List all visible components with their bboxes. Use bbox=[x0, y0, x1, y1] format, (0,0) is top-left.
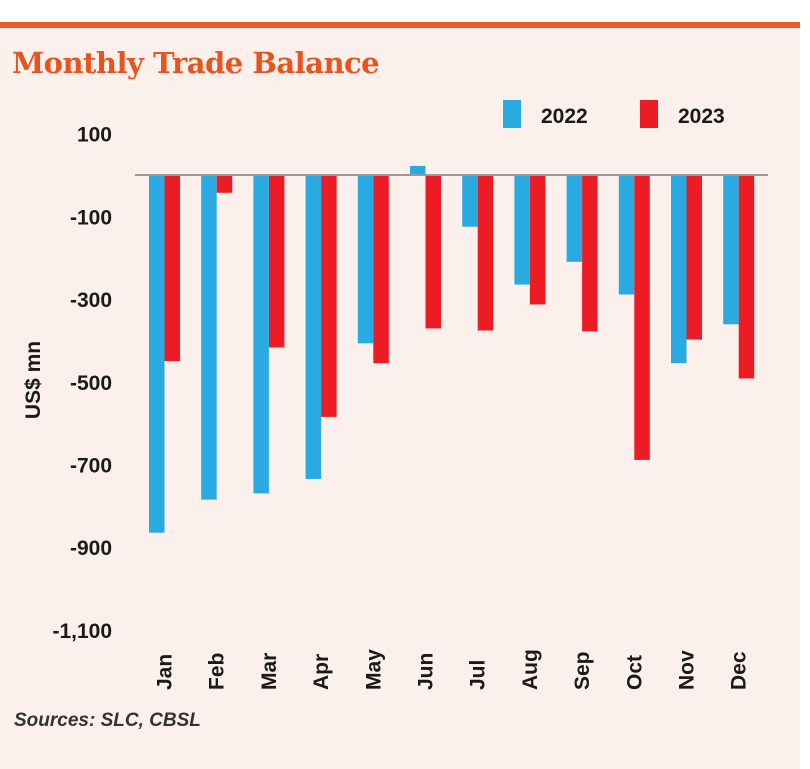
y-tick-label: -500 bbox=[70, 372, 112, 395]
bar-2022-Apr bbox=[305, 175, 322, 479]
y-tick-label: -900 bbox=[70, 537, 112, 560]
bar-2023-Aug bbox=[529, 175, 546, 305]
bar-2023-Mar bbox=[268, 175, 285, 348]
x-tick-label: Dec bbox=[728, 651, 751, 690]
bar-2022-Nov bbox=[671, 175, 687, 364]
bar-2023-Sep bbox=[582, 175, 598, 332]
y-axis-label: US$ mn bbox=[22, 341, 45, 419]
x-tick-label: Jun bbox=[415, 653, 438, 690]
chart-panel bbox=[0, 22, 800, 769]
x-tick-label: Mar bbox=[258, 653, 281, 690]
x-tick-label: Feb bbox=[206, 653, 229, 690]
x-tick-label: Jan bbox=[154, 654, 177, 690]
chart-title: Monthly Trade Balance bbox=[12, 46, 380, 80]
y-tick-label: -700 bbox=[70, 454, 112, 477]
bar-2022-May bbox=[357, 175, 374, 344]
bar-2023-Jul bbox=[477, 175, 494, 331]
bar-2023-Apr bbox=[321, 175, 337, 417]
legend-swatch-2022 bbox=[503, 100, 521, 128]
bar-2022-Oct bbox=[618, 175, 635, 295]
source-note: Sources: SLC, CBSL bbox=[14, 710, 201, 731]
x-tick-label: Nov bbox=[676, 650, 699, 690]
bar-2023-May bbox=[373, 175, 389, 364]
x-tick-label: May bbox=[362, 649, 385, 690]
y-tick-label: 100 bbox=[77, 124, 112, 147]
bar-2023-Feb bbox=[216, 175, 233, 193]
y-tick-label: -300 bbox=[70, 289, 112, 312]
bar-2022-Jul bbox=[462, 175, 478, 227]
bar-2023-Dec bbox=[738, 175, 755, 379]
y-tick-label: -1,100 bbox=[52, 620, 112, 643]
legend-label-2023: 2023 bbox=[678, 105, 725, 128]
bar-2023-Nov bbox=[686, 175, 702, 340]
x-tick-label: Oct bbox=[623, 655, 646, 690]
y-tick-label: -100 bbox=[70, 206, 112, 229]
bar-2022-Dec bbox=[723, 175, 739, 325]
bar-2023-Jan bbox=[164, 175, 180, 362]
bar-2023-Oct bbox=[634, 175, 650, 460]
x-tick-label: Apr bbox=[310, 654, 333, 690]
x-tick-label: Jul bbox=[467, 660, 490, 690]
bar-2022-Sep bbox=[566, 175, 583, 262]
bar-2022-Jan bbox=[149, 175, 165, 533]
bar-2023-Jun bbox=[425, 175, 441, 329]
legend-label-2022: 2022 bbox=[541, 105, 588, 128]
bar-2022-Aug bbox=[514, 175, 530, 285]
bar-2022-Feb bbox=[201, 175, 217, 500]
legend-swatch-2023 bbox=[640, 100, 658, 128]
bar-2022-Mar bbox=[253, 175, 269, 494]
x-tick-label: Aug bbox=[519, 649, 542, 690]
bar-2022-Jun bbox=[410, 165, 426, 175]
x-tick-label: Sep bbox=[571, 651, 594, 690]
